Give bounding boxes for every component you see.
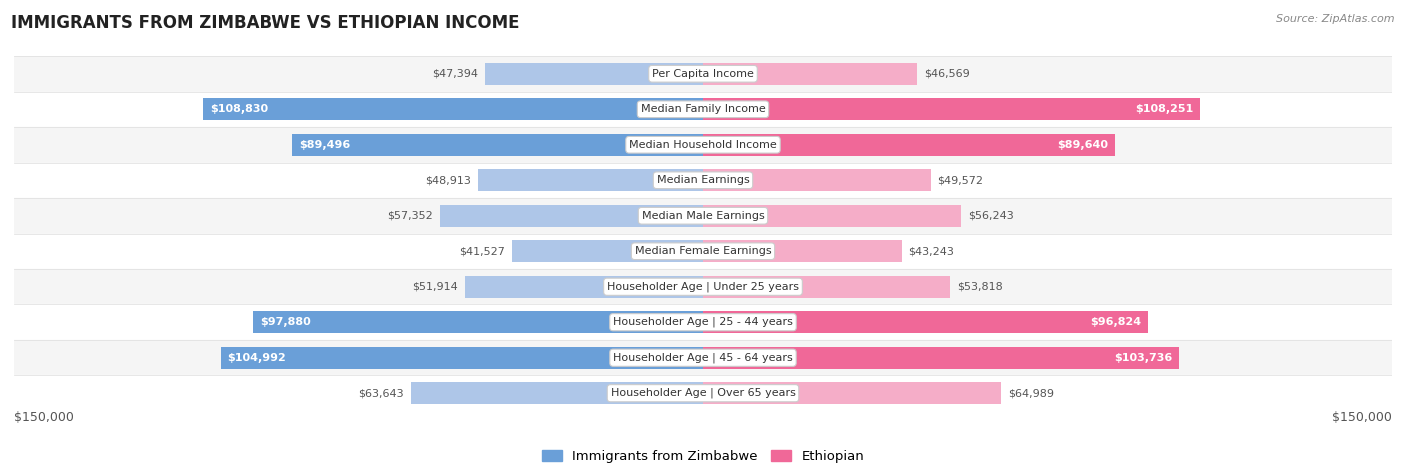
Text: $103,736: $103,736: [1115, 353, 1173, 363]
Text: $89,640: $89,640: [1057, 140, 1108, 150]
Bar: [14, 234, 1392, 269]
Bar: [703, 240, 901, 262]
Text: Householder Age | 25 - 44 years: Householder Age | 25 - 44 years: [613, 317, 793, 327]
Bar: [703, 98, 1201, 120]
Text: $150,000: $150,000: [1331, 411, 1392, 424]
Text: $96,824: $96,824: [1090, 317, 1140, 327]
Text: $89,496: $89,496: [299, 140, 350, 150]
Text: Householder Age | Over 65 years: Householder Age | Over 65 years: [610, 388, 796, 398]
Text: $64,989: $64,989: [1008, 388, 1054, 398]
Text: $150,000: $150,000: [14, 411, 75, 424]
Bar: [14, 127, 1392, 163]
Bar: [512, 240, 703, 262]
Bar: [703, 382, 1001, 404]
Text: $51,914: $51,914: [412, 282, 458, 292]
Text: $63,643: $63,643: [359, 388, 404, 398]
Bar: [14, 198, 1392, 234]
Bar: [703, 347, 1180, 369]
Text: $57,352: $57,352: [387, 211, 433, 221]
Text: $104,992: $104,992: [228, 353, 287, 363]
Bar: [411, 382, 703, 404]
Bar: [703, 134, 1115, 156]
Text: Median Earnings: Median Earnings: [657, 175, 749, 185]
Bar: [703, 276, 950, 298]
Text: $108,251: $108,251: [1135, 104, 1194, 114]
Text: Median Male Earnings: Median Male Earnings: [641, 211, 765, 221]
Text: $48,913: $48,913: [426, 175, 471, 185]
Legend: Immigrants from Zimbabwe, Ethiopian: Immigrants from Zimbabwe, Ethiopian: [537, 444, 869, 467]
Bar: [14, 269, 1392, 304]
Bar: [14, 163, 1392, 198]
Text: $41,527: $41,527: [460, 246, 505, 256]
Text: $97,880: $97,880: [260, 317, 311, 327]
Text: $43,243: $43,243: [908, 246, 955, 256]
Text: $56,243: $56,243: [969, 211, 1014, 221]
Bar: [703, 63, 917, 85]
Bar: [485, 63, 703, 85]
Text: $49,572: $49,572: [938, 175, 984, 185]
Text: Median Household Income: Median Household Income: [628, 140, 778, 150]
Text: Median Family Income: Median Family Income: [641, 104, 765, 114]
Bar: [202, 98, 703, 120]
Bar: [703, 169, 931, 191]
Bar: [221, 347, 703, 369]
Bar: [703, 311, 1147, 333]
Text: Median Female Earnings: Median Female Earnings: [634, 246, 772, 256]
Bar: [478, 169, 703, 191]
Text: $46,569: $46,569: [924, 69, 970, 79]
Text: Source: ZipAtlas.com: Source: ZipAtlas.com: [1277, 14, 1395, 24]
Text: Householder Age | 45 - 64 years: Householder Age | 45 - 64 years: [613, 353, 793, 363]
Bar: [14, 340, 1392, 375]
Text: $108,830: $108,830: [209, 104, 269, 114]
Bar: [14, 375, 1392, 411]
Bar: [464, 276, 703, 298]
Bar: [292, 134, 703, 156]
Bar: [253, 311, 703, 333]
Text: Householder Age | Under 25 years: Householder Age | Under 25 years: [607, 282, 799, 292]
Text: $53,818: $53,818: [957, 282, 1002, 292]
Text: Per Capita Income: Per Capita Income: [652, 69, 754, 79]
Bar: [703, 205, 962, 227]
Text: $47,394: $47,394: [433, 69, 478, 79]
Text: IMMIGRANTS FROM ZIMBABWE VS ETHIOPIAN INCOME: IMMIGRANTS FROM ZIMBABWE VS ETHIOPIAN IN…: [11, 14, 520, 32]
Bar: [14, 56, 1392, 92]
Bar: [440, 205, 703, 227]
Bar: [14, 92, 1392, 127]
Bar: [14, 304, 1392, 340]
